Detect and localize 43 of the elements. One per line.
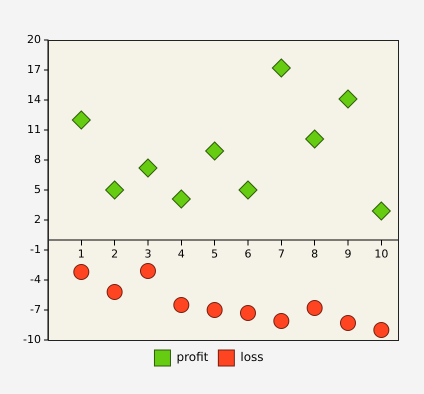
point (338, 90, 358, 108)
y-tick-label: 17 (26, 62, 41, 76)
point (106, 284, 123, 300)
point (72, 110, 91, 130)
point (372, 202, 391, 220)
x-tick-label: 10 (374, 247, 388, 260)
legend-label: loss (240, 350, 264, 364)
point (172, 190, 191, 208)
y-tick-label: -4 (30, 272, 41, 286)
x-tick-label: 5 (211, 247, 218, 260)
y-tick-label: 5 (34, 182, 41, 196)
x-tick-label: 7 (278, 247, 285, 260)
x-tick-label: 8 (311, 247, 318, 260)
point (272, 58, 291, 78)
y-tick-label: 8 (34, 152, 41, 166)
y-tick-label: 20 (26, 32, 41, 46)
point (340, 315, 356, 331)
point (105, 180, 124, 200)
point (305, 130, 324, 148)
y-tick-label: 14 (26, 92, 41, 106)
x-tick-label: 2 (111, 247, 118, 260)
point (306, 300, 323, 316)
point (205, 142, 224, 160)
x-tick-label: 9 (344, 247, 352, 260)
y-tick-label: -10 (23, 332, 41, 346)
x-tick-label: 3 (144, 247, 152, 260)
x-tick-label: 6 (244, 247, 252, 260)
point (273, 313, 290, 329)
point (240, 305, 256, 321)
legend-label: profit (176, 350, 209, 364)
point (138, 158, 158, 178)
x-tick-label: 4 (178, 247, 185, 260)
x-tick-label: 1 (78, 247, 85, 260)
y-tick-label: -7 (30, 302, 41, 316)
y-tick-label: 2 (34, 212, 41, 226)
point (238, 180, 258, 200)
y-tick-label: 11 (26, 122, 41, 136)
point (373, 322, 390, 338)
point (206, 302, 223, 318)
point (73, 264, 90, 280)
y-tick-label: -1 (30, 242, 41, 256)
point (140, 263, 156, 279)
point (173, 297, 190, 313)
